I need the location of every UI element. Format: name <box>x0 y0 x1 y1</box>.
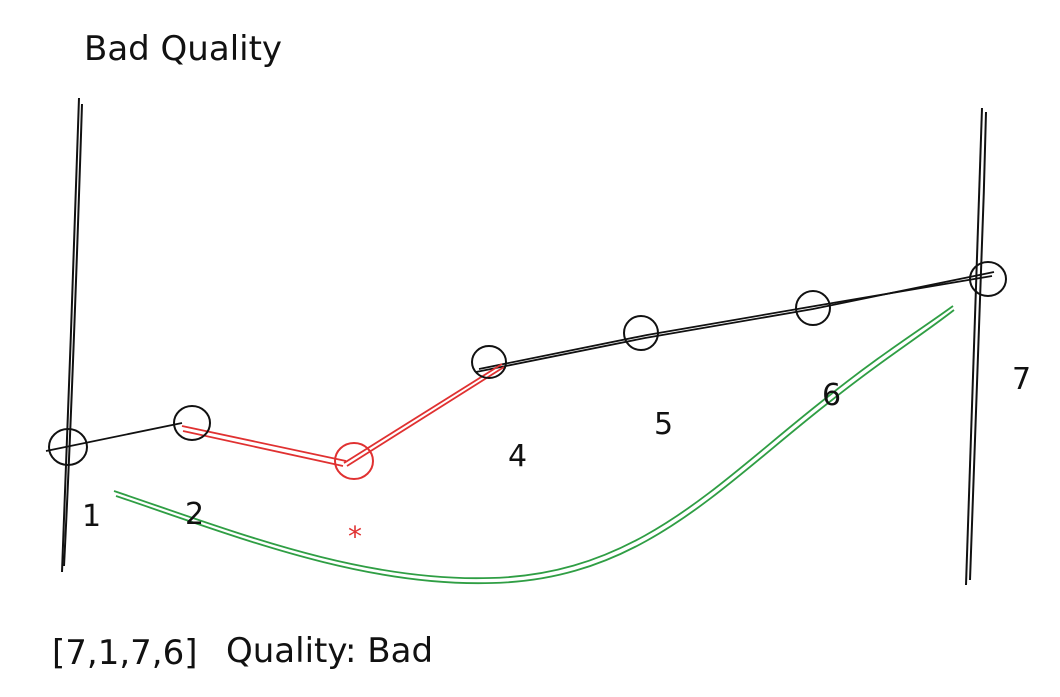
point-circle-1 <box>48 428 88 466</box>
segment-3-4 <box>343 363 503 464</box>
quality-text: Quality: Bad <box>226 631 433 671</box>
point-label-5: 5 <box>654 407 673 442</box>
left-boundary <box>61 97 83 573</box>
right-boundary <box>965 107 987 586</box>
sequence-text: [7,1,7,6] <box>52 633 197 673</box>
diagram-title: Bad Quality <box>84 29 282 69</box>
black-path <box>45 271 995 452</box>
point-circles <box>48 261 1007 480</box>
point-label-7: 7 <box>1012 362 1031 397</box>
point-label-4: 4 <box>508 439 527 474</box>
point-circle-3 <box>334 442 374 480</box>
point-circle-5 <box>623 315 659 351</box>
point-circle-6 <box>795 290 831 326</box>
point-label-1: 1 <box>82 499 101 534</box>
segment-4-7 <box>475 271 995 373</box>
segment-1-2 <box>45 422 183 452</box>
point-circle-2 <box>173 405 211 441</box>
point-label-2: 2 <box>185 497 204 532</box>
red-path <box>181 363 505 467</box>
segment-2-3 <box>181 425 347 462</box>
green-curve <box>113 305 955 585</box>
point-label-6: 6 <box>822 378 841 413</box>
point-circle-4 <box>471 345 507 379</box>
point-circle-7 <box>969 261 1007 297</box>
bad-point-marker: * <box>348 520 362 553</box>
